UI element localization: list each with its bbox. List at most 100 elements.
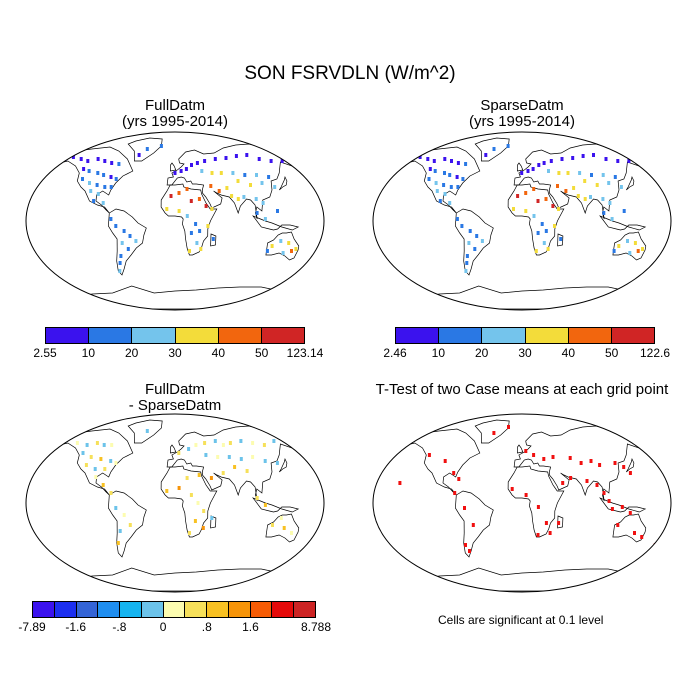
grid-cell-marker xyxy=(455,217,459,221)
grid-cell-marker xyxy=(239,439,243,443)
coastline-greenland xyxy=(474,137,510,162)
colorbar-labels: 2.55 10 20 30 40 50 123.14 xyxy=(33,344,323,360)
coastline-antarctica xyxy=(54,285,296,310)
grid-cell-marker xyxy=(536,231,540,235)
grid-cell-marker xyxy=(448,173,452,177)
grid-cell-marker xyxy=(200,169,204,173)
grid-cell-marker xyxy=(617,244,621,248)
coastline-greenland xyxy=(127,419,163,444)
grid-cell-marker xyxy=(236,179,240,183)
panel-title-line2: - SparseDatm xyxy=(128,397,222,414)
grid-cell-marker xyxy=(87,169,91,173)
colorbar-swatch xyxy=(185,602,208,617)
colorbar-swatch xyxy=(272,602,295,617)
grid-cell-marker xyxy=(598,463,602,467)
grid-cell-marker xyxy=(110,161,114,165)
grid-cell-marker xyxy=(434,181,438,185)
grid-cell-marker xyxy=(184,167,188,171)
grid-cell-marker xyxy=(557,207,560,211)
colorbar-swatch xyxy=(611,328,655,343)
grid-cell-marker xyxy=(196,501,200,505)
grid-cell-marker xyxy=(456,185,460,189)
coastline-greenland xyxy=(474,419,510,444)
grid-cell-marker xyxy=(620,505,624,509)
grid-cell-marker xyxy=(282,437,286,441)
grid-cell-marker xyxy=(443,171,446,175)
coastline-northAmerica xyxy=(52,146,134,214)
grid-cell-marker xyxy=(568,456,572,460)
colorbar-swatch xyxy=(76,602,99,617)
grid-cell-marker xyxy=(626,239,629,243)
grid-cell-marker xyxy=(273,185,277,189)
grid-cell-marker xyxy=(99,457,103,461)
panel-title-sparsedatm: SparseDatm (yrs 1995-2014) xyxy=(372,98,672,130)
grid-cell-marker xyxy=(526,169,530,173)
grid-cell-marker xyxy=(202,509,206,513)
colorbar-labels: 2.46 10 20 30 40 50 122.6 xyxy=(383,344,670,360)
grid-cell-marker xyxy=(242,195,246,199)
grid-cell-marker xyxy=(540,222,544,226)
grid-cell-marker xyxy=(536,199,540,203)
grid-cell-marker xyxy=(103,159,107,163)
grid-cell-marker xyxy=(548,531,552,535)
coastline-africa xyxy=(507,465,565,538)
grid-cell-marker xyxy=(628,511,632,515)
grid-cell-marker xyxy=(109,459,113,463)
grid-cell-marker xyxy=(636,155,640,159)
grid-cell-marker xyxy=(290,249,293,253)
grid-cell-marker xyxy=(547,169,550,173)
grid-cell-marker xyxy=(560,157,564,161)
grid-cell-marker xyxy=(272,439,276,443)
grid-cell-marker xyxy=(185,214,189,218)
grid-cell-marker xyxy=(595,483,599,487)
grid-cell-marker xyxy=(473,247,477,251)
grid-cell-marker xyxy=(589,195,592,199)
colorbar-difference: -7.89 -1.6 -.8 0 .8 1.6 8.788 xyxy=(18,601,331,634)
grid-cell-marker xyxy=(408,437,411,441)
grid-cell-marker xyxy=(610,507,614,511)
grid-cell-marker xyxy=(263,459,267,463)
colorbar-swatch xyxy=(525,328,569,343)
grid-cell-marker xyxy=(188,249,191,253)
grid-cell-marker xyxy=(633,531,636,535)
colorbar-label: 123.14 xyxy=(286,346,324,360)
grid-cell-marker xyxy=(128,523,132,527)
colorbar-label: 122.6 xyxy=(639,346,671,360)
grid-cell-marker xyxy=(460,224,464,228)
grid-cell-marker xyxy=(542,161,546,165)
grid-cell-marker xyxy=(96,171,100,175)
grid-cell-marker xyxy=(279,516,283,520)
grid-cell-marker xyxy=(465,254,469,258)
grid-cell-marker xyxy=(428,167,432,171)
coastline-africa xyxy=(507,183,565,256)
grid-cell-marker xyxy=(204,453,208,457)
grid-cell-marker xyxy=(607,499,611,503)
grid-cell-marker xyxy=(612,249,616,253)
colorbar-swatch xyxy=(568,328,612,343)
coastline-japan xyxy=(278,175,288,191)
grid-cell-marker xyxy=(480,239,484,243)
colorbar-label: 2.55 xyxy=(33,346,57,360)
grid-cell-marker xyxy=(448,201,452,205)
grid-cell-marker xyxy=(532,453,536,457)
grid-cell-marker xyxy=(126,247,130,251)
colorbar-label: 50 xyxy=(254,346,269,360)
grid-cell-marker xyxy=(177,486,181,490)
grid-cell-marker xyxy=(195,241,199,245)
coastline-northAmerica xyxy=(52,428,134,496)
grid-cell-marker xyxy=(613,175,617,179)
grid-cell-marker xyxy=(103,467,107,471)
grid-cell-marker xyxy=(88,181,91,185)
coastline-antarctica xyxy=(401,285,643,310)
colorbar-swatch xyxy=(294,602,315,617)
grid-cell-marker xyxy=(468,229,472,233)
coastline-indonesia xyxy=(599,497,647,513)
grid-cell-marker xyxy=(262,443,266,447)
colorbar-sparsedatm: 2.46 10 20 30 40 50 122.6 xyxy=(383,327,670,360)
colorbar-labels: -7.89 -1.6 -.8 0 .8 1.6 8.788 xyxy=(18,618,331,634)
grid-cell-marker xyxy=(209,184,213,188)
grid-cell-marker xyxy=(189,199,193,203)
grid-cell-marker xyxy=(188,531,191,535)
grid-cell-marker xyxy=(564,189,568,193)
grid-cell-marker xyxy=(236,197,240,201)
